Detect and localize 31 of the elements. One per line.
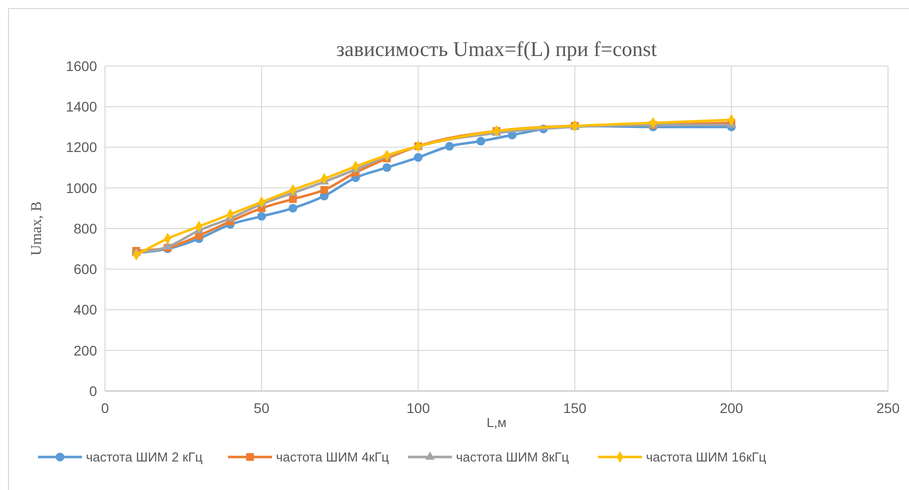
point [257,212,266,221]
point [382,163,392,172]
point [288,204,298,213]
legend-label: частота ШИМ 2 кГц [86,450,204,465]
x-tick-label: 200 [720,400,744,416]
x-tick-label: 150 [563,400,587,416]
y-axis-title: Umax, В [29,201,45,256]
y-tick-label: 800 [74,220,98,236]
y-tick-label: 1000 [66,180,98,196]
legend-label: частота ШИМ 16кГц [646,450,767,465]
y-tick-label: 0 [89,382,98,399]
point [414,153,423,162]
x-tick-label: 0 [101,400,110,416]
point [476,136,486,146]
y-tick-label: 1600 [66,58,98,74]
point [320,186,328,194]
legend-label: частота ШИМ 4кГц [276,450,390,465]
y-tick-label: 1400 [66,98,98,115]
y-tick-label: 600 [74,261,98,278]
legend-label: частота ШИМ 8кГц [456,450,570,465]
x-tick-label: 250 [876,400,900,416]
x-tick-label: 100 [406,400,430,416]
y-tick-label: 400 [74,302,98,318]
y-tick-label: 1200 [66,139,98,156]
chart-title: зависимость Umax=f(L) при f=const [336,37,657,61]
point [289,195,297,203]
x-tick-label: 50 [254,400,270,416]
point [445,142,454,151]
x-axis-title: L,м [486,415,506,430]
y-tick-label: 200 [74,342,98,358]
point [162,241,172,250]
